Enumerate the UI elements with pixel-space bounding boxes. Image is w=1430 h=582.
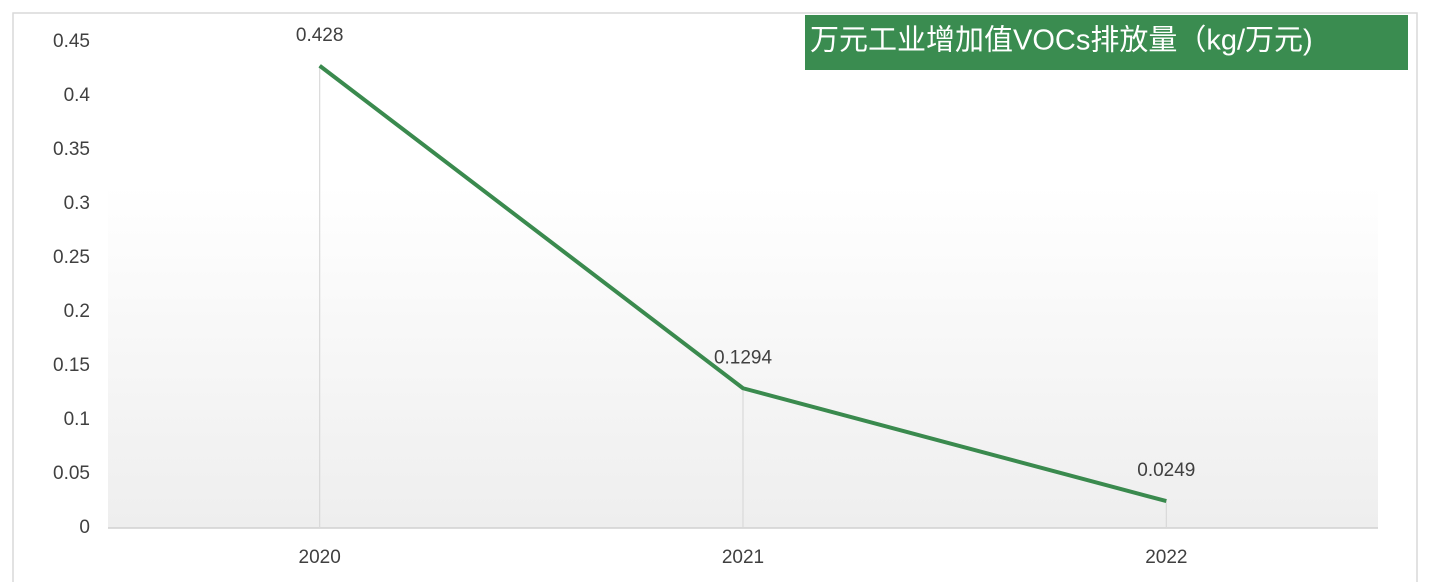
y-tick-label: 0 xyxy=(79,517,90,538)
y-tick-label: 0.2 xyxy=(64,301,90,322)
y-tick-label: 0.15 xyxy=(53,355,90,376)
x-tick-label: 2022 xyxy=(1145,547,1187,568)
title-box xyxy=(805,15,1408,70)
data-label: 0.1294 xyxy=(714,347,773,368)
chart-title: 万元工业增加值VOCs排放量（kg/万元) xyxy=(810,24,1313,57)
y-tick-label: 0.05 xyxy=(53,463,90,484)
data-label: 0.0249 xyxy=(1137,460,1195,481)
y-tick-label: 0.45 xyxy=(53,31,90,52)
y-tick-label: 0.4 xyxy=(64,85,91,106)
data-line xyxy=(318,64,1167,504)
y-tick-label: 0.35 xyxy=(53,139,90,160)
y-tick-label: 0.3 xyxy=(64,193,90,214)
data-label: 0.428 xyxy=(296,25,344,46)
y-tick-label: 0.1 xyxy=(64,409,90,430)
x-tick-label: 2020 xyxy=(299,547,341,568)
x-tick-label: 2021 xyxy=(722,547,764,568)
chart-border xyxy=(12,12,1418,582)
y-tick-label: 0.25 xyxy=(53,247,90,268)
